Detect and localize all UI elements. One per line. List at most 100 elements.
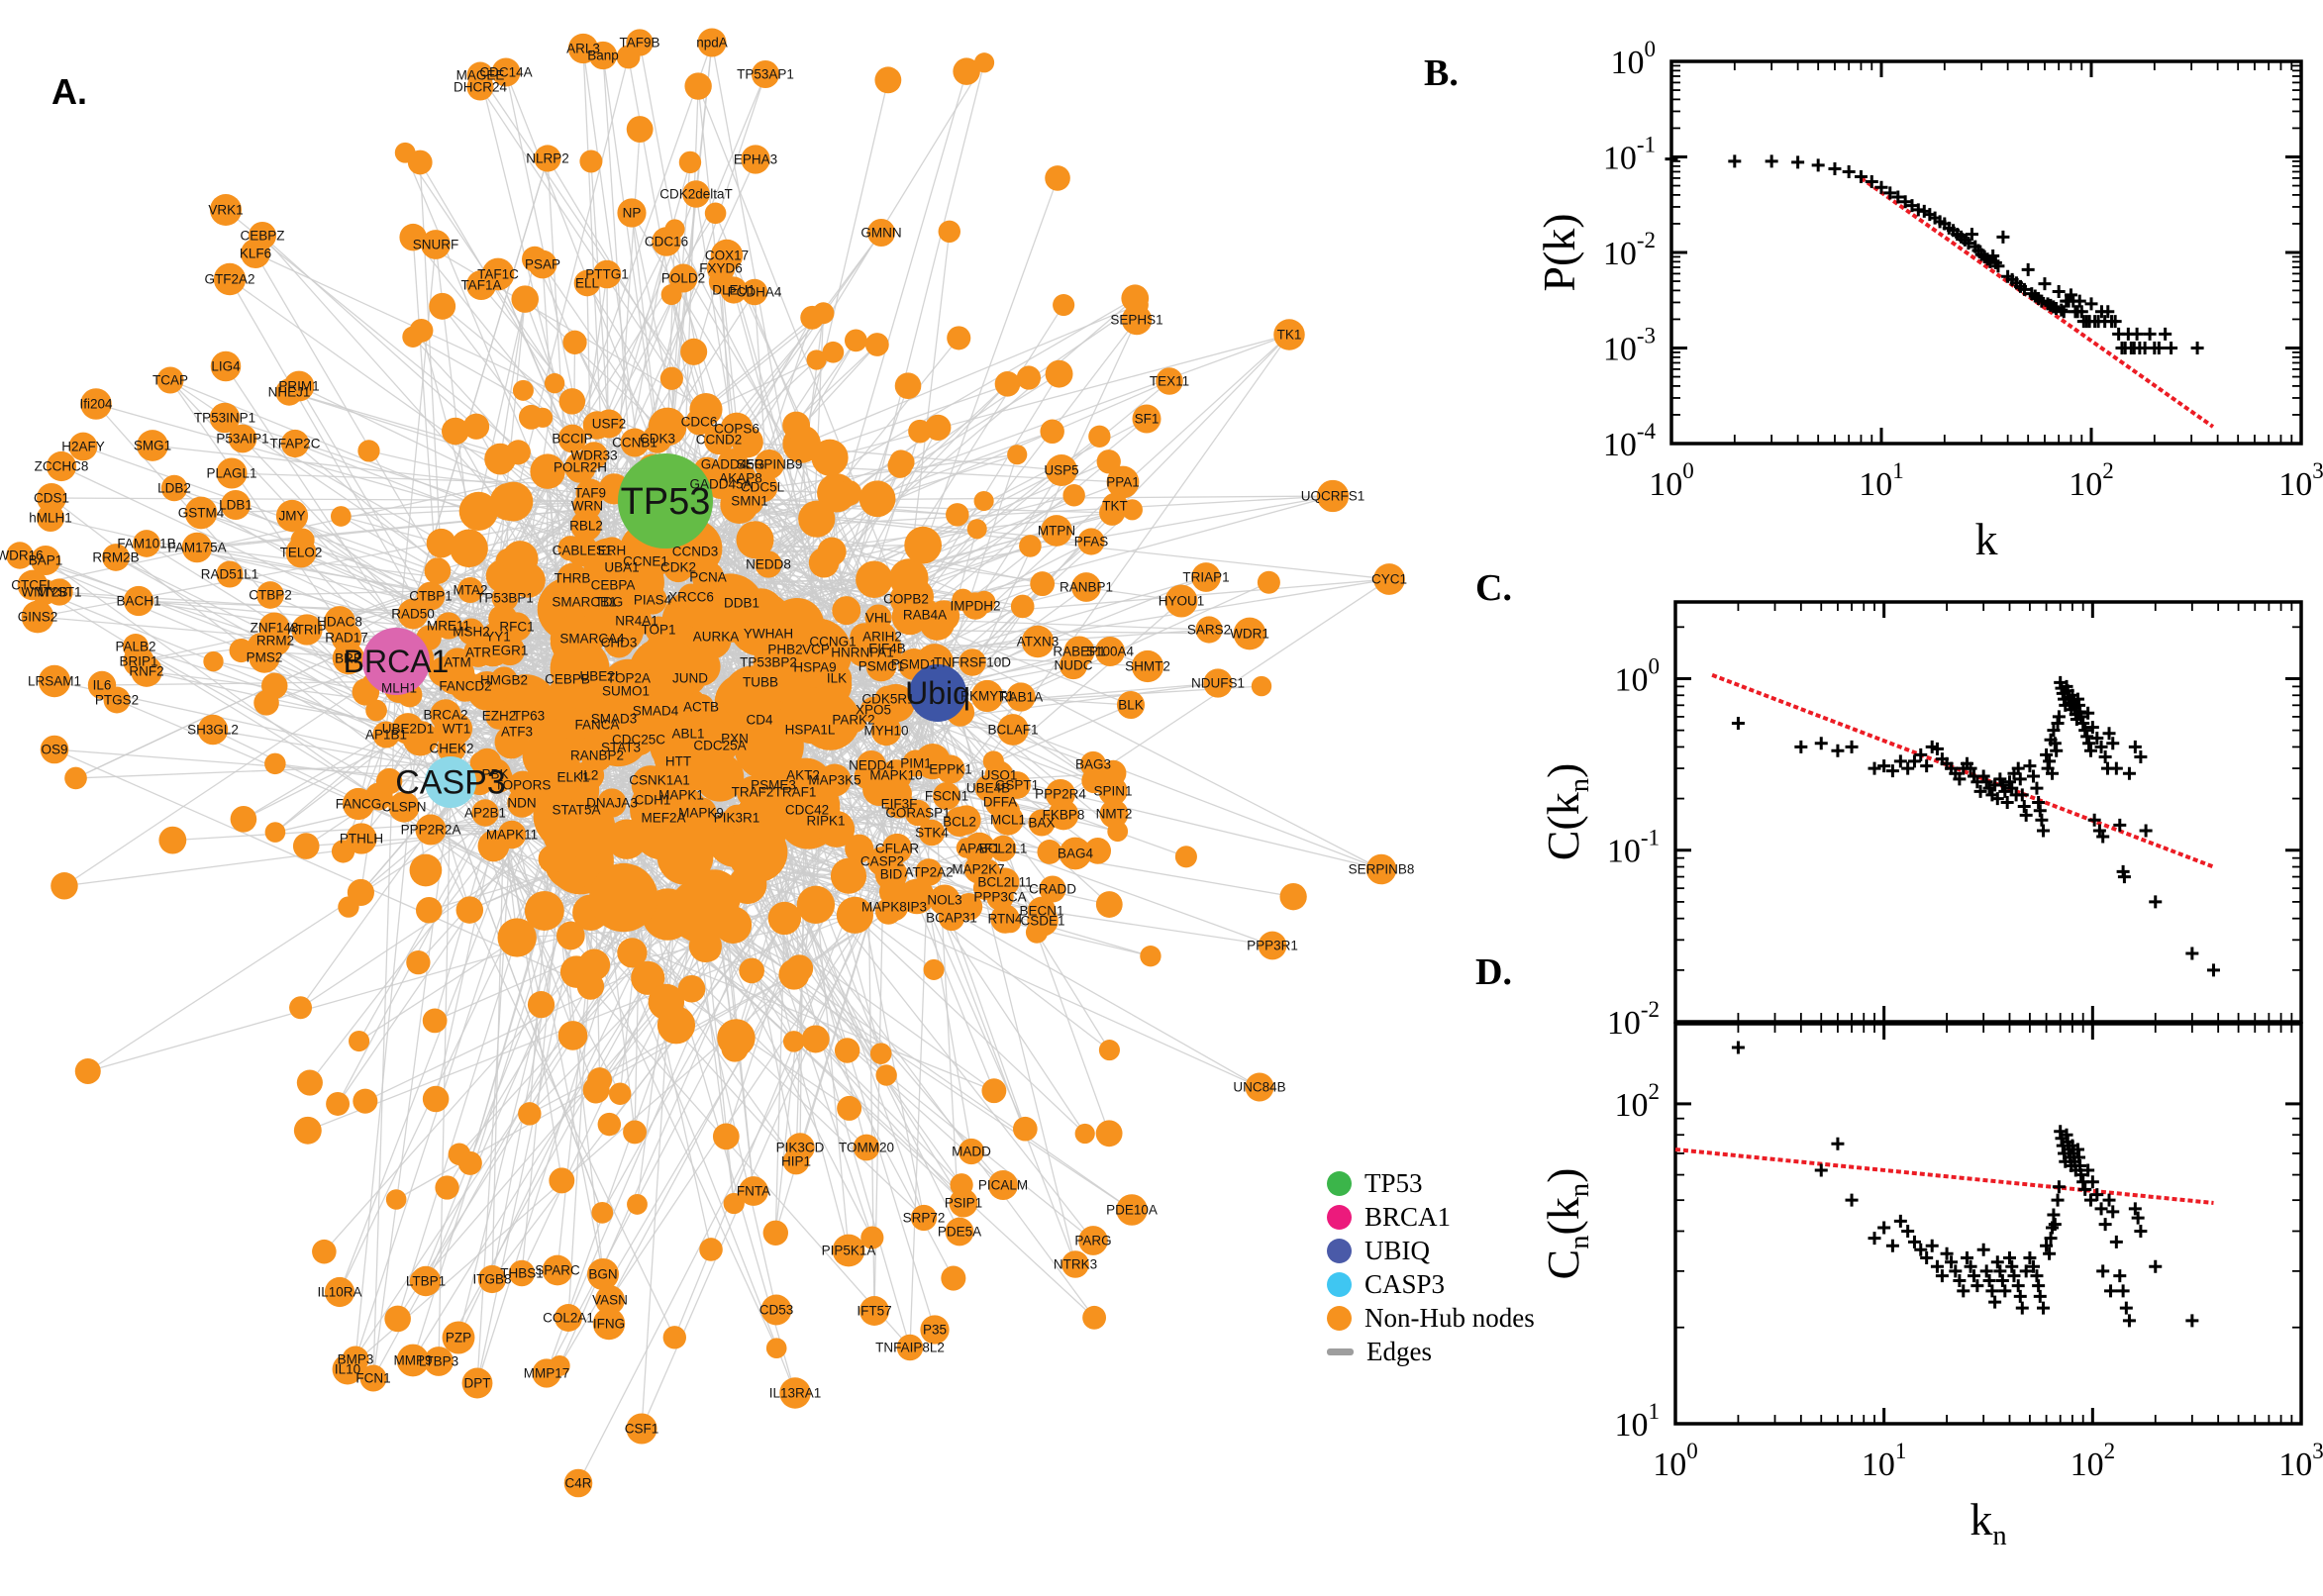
network-node bbox=[1099, 799, 1129, 829]
network-node bbox=[21, 600, 54, 634]
network-node-label: TP63 bbox=[513, 709, 545, 724]
network-node-label: KLF6 bbox=[240, 247, 271, 261]
network-edge bbox=[836, 704, 1132, 831]
network-node-label: RAD51L1 bbox=[201, 567, 259, 582]
network-node bbox=[450, 529, 488, 568]
network-node-label: NEDD8 bbox=[746, 557, 791, 572]
network-node-label: npdA bbox=[696, 36, 728, 50]
network-node-label: PBK bbox=[481, 767, 508, 782]
network-node-label: CSDE1 bbox=[1020, 914, 1064, 929]
network-node bbox=[68, 432, 98, 461]
network-node-label: PARG bbox=[1074, 1234, 1111, 1248]
network-node bbox=[837, 1095, 862, 1121]
network-node-label: ZCCHC8 bbox=[35, 459, 89, 474]
network-node bbox=[1106, 465, 1140, 499]
network-node bbox=[209, 402, 241, 434]
network-node bbox=[864, 333, 889, 356]
network-node-label: SPIN1 bbox=[1093, 784, 1132, 799]
network-node-label: AKT2 bbox=[786, 768, 820, 783]
network-node-label: MAPK1 bbox=[658, 788, 704, 803]
data-point bbox=[2050, 744, 2064, 757]
network-node bbox=[869, 1043, 892, 1064]
network-node-label: HDAC8 bbox=[317, 615, 362, 630]
network-node bbox=[46, 450, 77, 482]
network-node-label: ELK1 bbox=[556, 770, 589, 785]
network-node bbox=[1107, 821, 1129, 843]
network-node-label: UBE2D1 bbox=[382, 722, 435, 737]
network-node-label: DLEU1 bbox=[712, 283, 756, 298]
network-node bbox=[1053, 293, 1075, 317]
network-node bbox=[102, 544, 130, 571]
network-node bbox=[409, 853, 443, 887]
network-node bbox=[228, 424, 257, 453]
network-node-label: Banp bbox=[587, 49, 619, 63]
data-point bbox=[1990, 792, 2004, 806]
network-node bbox=[1061, 1250, 1089, 1278]
network-node bbox=[1099, 499, 1126, 526]
network-node-label: IFT57 bbox=[857, 1304, 891, 1319]
network-node bbox=[477, 1264, 507, 1294]
network-node bbox=[589, 862, 658, 933]
data-point bbox=[2134, 749, 2148, 763]
data-point bbox=[2094, 1202, 2108, 1216]
data-point bbox=[2106, 1205, 2120, 1219]
network-node bbox=[914, 744, 952, 780]
data-point bbox=[2043, 1247, 2057, 1260]
network-node bbox=[530, 453, 565, 489]
network-node-label: IL2 bbox=[580, 768, 599, 783]
network-node-label: CSNK1A1 bbox=[629, 773, 690, 788]
network-node bbox=[131, 655, 162, 687]
network-node bbox=[353, 1088, 378, 1114]
data-point bbox=[1814, 1163, 1828, 1177]
legend-label: Non-Hub nodes bbox=[1364, 1302, 1535, 1333]
data-point bbox=[1982, 1274, 1996, 1288]
network-node-label: hMLH1 bbox=[29, 511, 72, 526]
network-node-label: PXN bbox=[721, 732, 749, 747]
data-point bbox=[2005, 781, 2019, 795]
network-node bbox=[682, 180, 710, 208]
network-node-label: PTHLH bbox=[340, 832, 383, 847]
network-node bbox=[543, 808, 593, 859]
network-node-label: TCAP bbox=[152, 373, 188, 388]
network-node bbox=[677, 974, 706, 1003]
data-point bbox=[2072, 294, 2086, 308]
node-swatch-icon bbox=[1327, 1271, 1352, 1297]
data-point bbox=[1988, 1295, 2002, 1309]
network-node bbox=[422, 1008, 448, 1034]
network-node-label: CCND2 bbox=[696, 433, 743, 448]
data-point bbox=[1842, 164, 1856, 178]
data-point bbox=[2149, 895, 2163, 909]
network-node-label: WRN bbox=[571, 499, 603, 514]
network-node bbox=[442, 1321, 475, 1354]
data-point bbox=[2080, 730, 2094, 744]
hub-label-brca1: BRCA1 bbox=[344, 644, 450, 679]
network-node bbox=[950, 1173, 973, 1197]
data-point bbox=[1893, 1214, 1907, 1228]
network-node-label: CDC5L bbox=[741, 480, 785, 495]
network-node-label: STAT3 bbox=[601, 741, 641, 755]
panel-label-d: D. bbox=[1475, 951, 1512, 993]
network-node-label: CDC14A bbox=[479, 65, 532, 80]
network-node bbox=[836, 480, 862, 507]
data-point bbox=[2019, 808, 2033, 822]
data-point bbox=[2052, 710, 2066, 724]
legend-label: UBIQ bbox=[1364, 1235, 1430, 1265]
network-node bbox=[1094, 636, 1126, 667]
network-node-label: MADD bbox=[952, 1145, 991, 1159]
network-node-label: MAP2K7 bbox=[952, 862, 1004, 877]
plot-frame bbox=[1673, 600, 2303, 1024]
network-node bbox=[1195, 616, 1223, 644]
network-node-label: ERH bbox=[598, 544, 627, 558]
network-node bbox=[1251, 675, 1272, 697]
network-node-label: RBL2 bbox=[569, 519, 603, 534]
network-node-label: COX17 bbox=[705, 249, 749, 263]
network-node-label: TP53BP1 bbox=[476, 591, 534, 606]
network-node-label: BCCIP bbox=[552, 432, 592, 447]
network-node bbox=[785, 954, 814, 983]
network-node bbox=[1019, 535, 1042, 557]
network-node bbox=[512, 379, 534, 401]
data-point bbox=[1998, 1284, 2012, 1298]
network-node bbox=[845, 834, 874, 863]
network-node-label: BCL2L1 bbox=[979, 842, 1028, 856]
